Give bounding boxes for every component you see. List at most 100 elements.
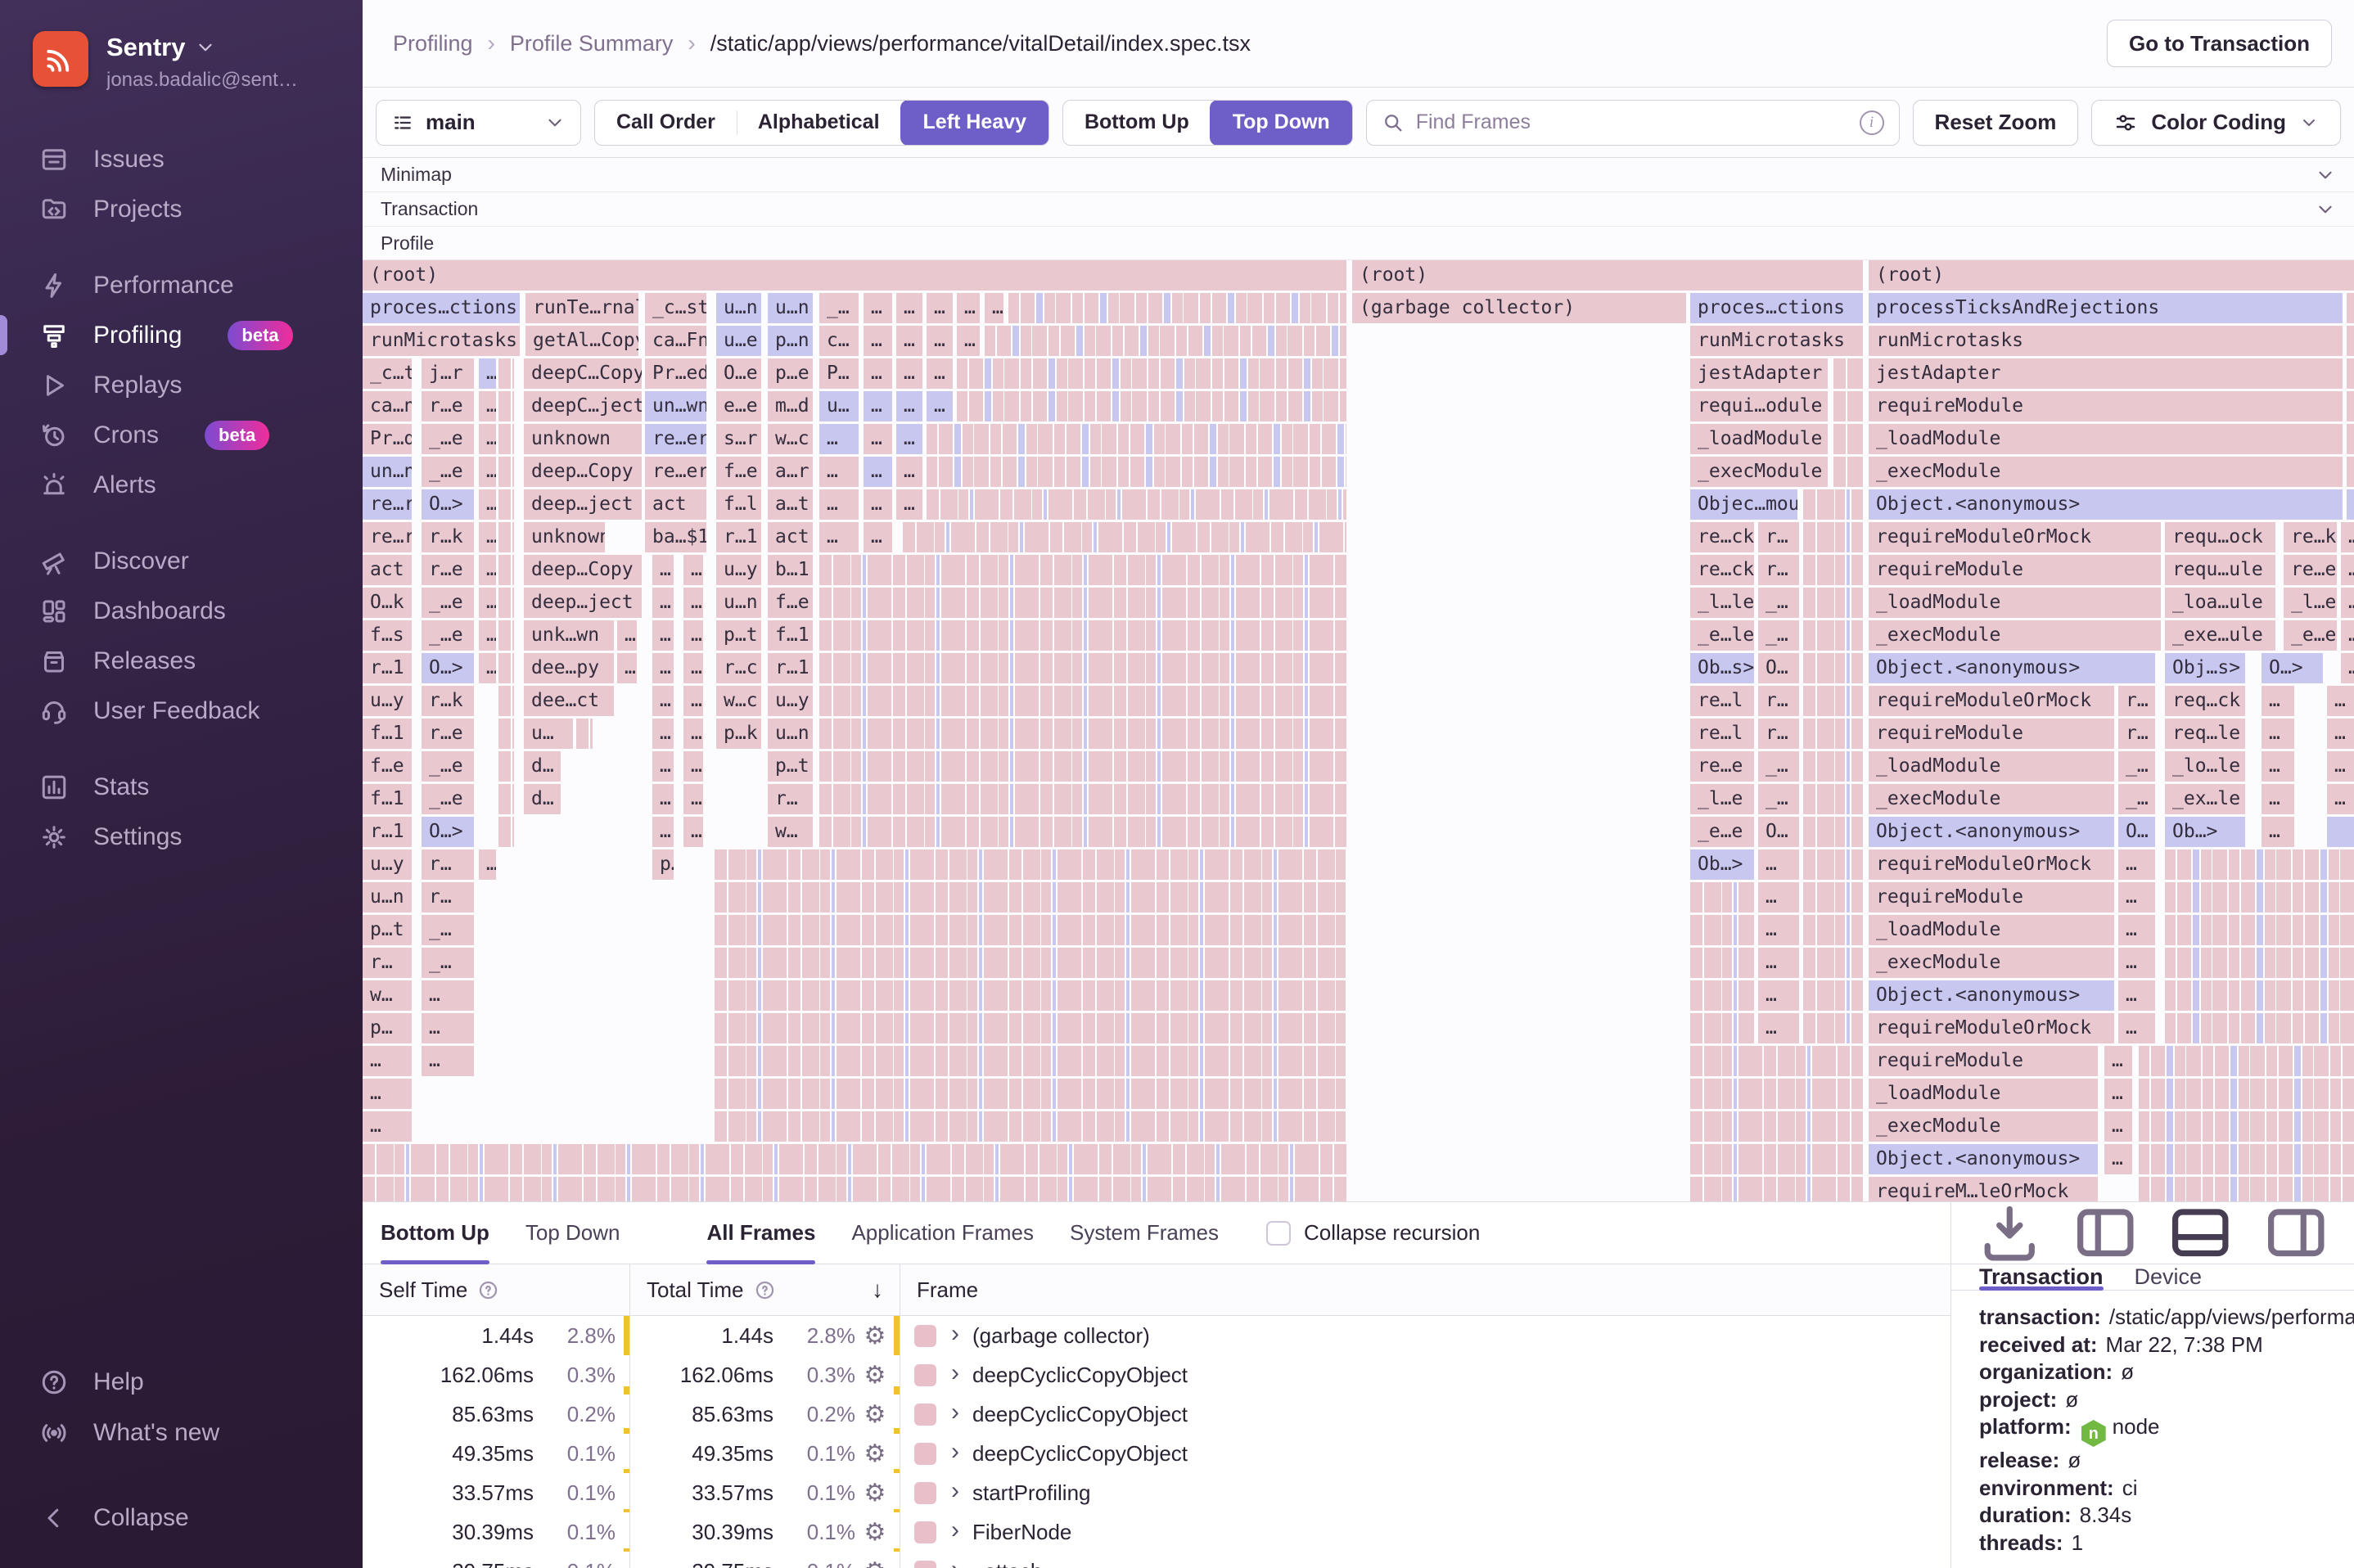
tab-system-frames[interactable]: System Frames [1070,1202,1219,1264]
flame-filler-frames[interactable] [2165,849,2354,880]
flame-frame[interactable]: p…e [768,358,813,389]
flame-frame[interactable]: … [2341,620,2354,651]
expand-chevron-icon[interactable]: › [951,1320,959,1348]
flame-frame[interactable]: r… [1758,686,1799,716]
flame-frame[interactable]: … [683,817,703,847]
sidebar-item-projects[interactable]: Projects [0,184,363,234]
details-tab-device[interactable]: Device [2135,1264,2203,1290]
flame-frame[interactable]: … [2118,849,2155,880]
flame-frame[interactable]: _execModule [1690,457,1828,487]
flame-frame[interactable]: … [2341,653,2354,683]
flame-frame[interactable]: p… [652,849,674,880]
total-time-column-header[interactable]: Total Time ↓ [630,1264,900,1315]
flame-frame[interactable]: _…e [422,751,474,782]
flame-filler-frames[interactable] [1690,980,1754,1011]
flame-frame[interactable]: act [645,489,706,520]
flame-frame[interactable]: … [363,1046,412,1076]
frame-name-cell[interactable]: ›deepCyclicCopyObject [900,1355,1950,1395]
flame-frame[interactable]: … [652,719,674,749]
flame-filler-frames[interactable] [819,719,1346,749]
sidebar-item-user-feedback[interactable]: User Feedback [0,686,363,736]
sidebar-item-profiling[interactable]: Profilingbeta [0,310,363,360]
flame-frame[interactable]: s…r [716,424,761,454]
flame-frame[interactable]: re…l [1690,686,1754,716]
flame-frame[interactable]: … [864,326,892,356]
flame-frame[interactable]: O…> [422,489,474,520]
flame-frame[interactable]: … [479,457,496,487]
sort-option-left-heavy[interactable]: Left Heavy [900,100,1049,146]
question-circle-icon[interactable] [754,1279,776,1301]
flame-filler-frames[interactable] [1833,457,1863,487]
flame-frame[interactable]: _… [819,293,859,323]
flame-filler-frames[interactable] [957,391,1346,421]
flame-frame[interactable]: _…e [422,784,474,814]
flame-filler-frames[interactable] [498,751,514,782]
flame-frame[interactable]: f…1 [363,719,412,749]
flame-filler-frames[interactable] [498,489,514,520]
flame-filler-frames[interactable] [498,686,514,716]
flame-frame[interactable]: d… [524,751,561,782]
flame-frame[interactable]: r…e [422,555,474,585]
flame-frame[interactable]: … [957,326,980,356]
flame-frame[interactable]: _l…le [1690,588,1754,618]
flame-frame[interactable]: p…t [768,751,813,782]
breadcrumb-item[interactable]: Profiling [393,31,473,56]
flame-filler-frames[interactable] [819,588,1346,618]
flame-frame[interactable]: u…n [716,588,761,618]
minimap-section-header[interactable]: Minimap [363,158,2354,192]
flame-frame[interactable]: act [363,555,412,585]
flame-frame[interactable]: … [479,489,496,520]
flame-frame[interactable]: … [1758,980,1799,1011]
flame-filler-frames[interactable] [1803,555,1863,585]
expand-chevron-icon[interactable]: › [951,1516,959,1544]
flame-frame[interactable]: re…ck [1690,522,1754,552]
flame-frame[interactable]: f…e [363,751,412,782]
flame-frame[interactable]: req…le [2165,719,2245,749]
frame-name-cell[interactable]: ›startProfiling [900,1473,1950,1512]
flame-frame[interactable]: r…1 [768,653,813,683]
sidebar-item-what-s-new[interactable]: What's new [0,1408,363,1458]
flame-frame[interactable]: u…y [363,686,412,716]
flame-frame[interactable]: r… [1758,719,1799,749]
sidebar-item-replays[interactable]: Replays [0,360,363,410]
flame-filler-frames[interactable] [957,358,1346,389]
flame-filler-frames[interactable] [819,751,1346,782]
flame-filler-frames[interactable] [1690,1046,1863,1076]
flame-frame[interactable]: act [768,522,813,552]
flame-frame[interactable]: r… [1758,555,1799,585]
flame-filler-frames[interactable] [498,817,514,847]
flame-frame[interactable]: Object.<anonymous> [1869,653,2155,683]
flame-frame[interactable]: … [2262,817,2294,847]
flame-frame[interactable]: … [896,391,922,421]
flame-frame[interactable]: r…1 [716,522,761,552]
flame-filler-frames[interactable] [715,1079,1346,1109]
dock-left-icon[interactable] [2070,1197,2141,1268]
flame-frame[interactable]: … [927,358,953,389]
flame-frame[interactable]: Object.<anonymous> [1869,817,2114,847]
flame-frame[interactable]: … [927,391,953,421]
flame-frame[interactable]: deep…Copy [524,555,642,585]
frame-name-cell[interactable]: ›(garbage collector) [900,1316,1950,1355]
flame-frame[interactable]: _loa…ule [2165,588,2275,618]
flame-frame[interactable]: runMicrotasks [1869,326,2343,356]
flame-frame[interactable]: r…c [716,653,761,683]
flame-frame[interactable]: Pr…ed [645,358,706,389]
flame-frame[interactable]: _…e [422,620,474,651]
flame-frame[interactable]: requireModuleOrMock [1869,849,2114,880]
flame-filler-frames[interactable] [1690,1013,1754,1043]
flame-frame[interactable]: … [363,1079,412,1109]
frame-table-row[interactable]: 1.44s2.8%1.44s2.8%⚙›(garbage collector) [363,1316,1950,1355]
flame-frame[interactable]: … [927,326,953,356]
frame-table-row[interactable]: 29.75ms0.1%29.75ms0.1%⚙›_attach [363,1552,1950,1568]
flame-filler-frames[interactable] [498,424,514,454]
flame-frame[interactable]: … [617,620,637,651]
flame-filler-frames[interactable] [498,620,514,651]
flame-frame[interactable]: un…n [363,457,412,487]
flame-filler-frames[interactable] [2139,1111,2354,1142]
flame-frame[interactable]: _lo…le [2165,751,2245,782]
flame-frame[interactable]: … [896,489,922,520]
flame-frame[interactable]: … [896,326,922,356]
org-switcher[interactable]: Sentry jonas.badalic@sent… [0,0,363,92]
flame-frame[interactable]: _l…e [2284,588,2337,618]
flame-frame[interactable]: … [652,653,674,683]
